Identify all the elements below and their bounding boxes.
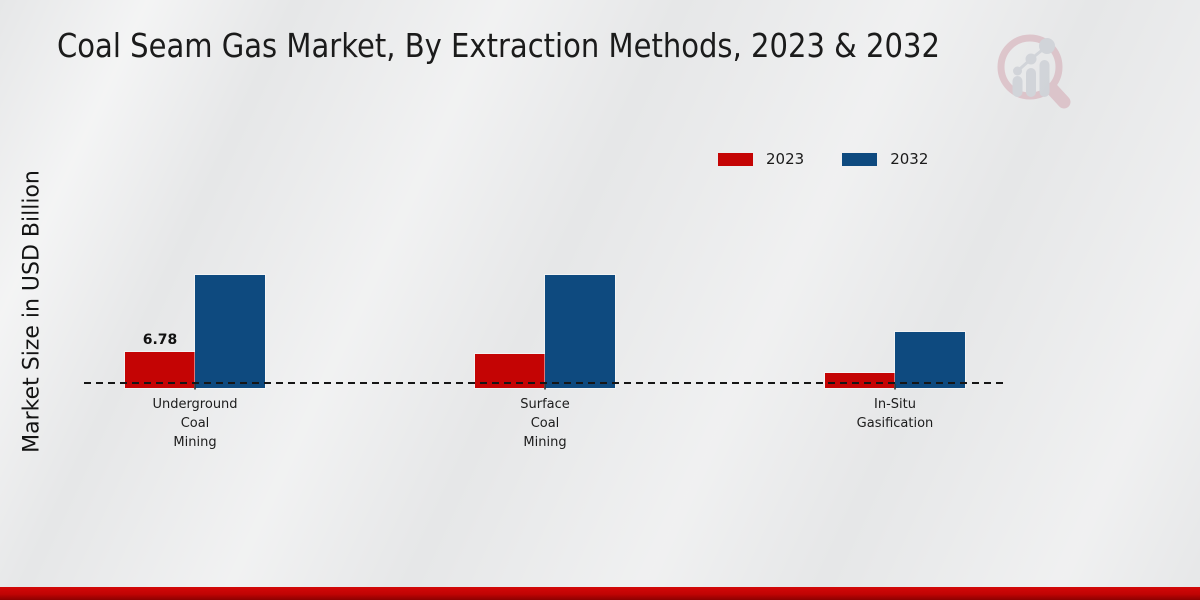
legend-item-2032: 2032 bbox=[842, 150, 928, 168]
legend-item-2023: 2023 bbox=[718, 150, 804, 168]
bar-2032-underground-coal-mining bbox=[194, 273, 266, 390]
legend-swatch-2032 bbox=[842, 152, 878, 166]
bar-2023-in-situ-gasification bbox=[824, 372, 896, 389]
legend-label-2032: 2032 bbox=[890, 150, 929, 168]
legend-label-2023: 2023 bbox=[766, 150, 805, 168]
legend-swatch-2023 bbox=[718, 152, 753, 166]
plot-area: Underground Coal Mining Surface Coal Mining In… bbox=[84, 242, 1007, 450]
category-label-in-situ-gasification: In-Situ Gasification bbox=[856, 397, 934, 431]
x-axis-baseline bbox=[84, 382, 1007, 390]
bar-2032-surface-coal-mining bbox=[544, 273, 616, 390]
category-label-surface-coal-mining: Surface Coal Mining bbox=[520, 397, 570, 450]
bar-value-label: 6.78 bbox=[142, 332, 178, 349]
category-label-underground-coal-mining: Underground Coal Mining bbox=[152, 397, 238, 450]
bar-2032-in-situ-gasification bbox=[894, 331, 966, 389]
legend: 2023 2032 bbox=[718, 150, 928, 168]
magnifier-bar-chart-logo-icon bbox=[997, 34, 1071, 109]
y-axis-label: Market Size in USD Billion bbox=[19, 170, 45, 453]
chart-title: Coal Seam Gas Market, By Extraction Meth… bbox=[57, 26, 940, 65]
footer-accent-bar bbox=[0, 587, 1200, 600]
